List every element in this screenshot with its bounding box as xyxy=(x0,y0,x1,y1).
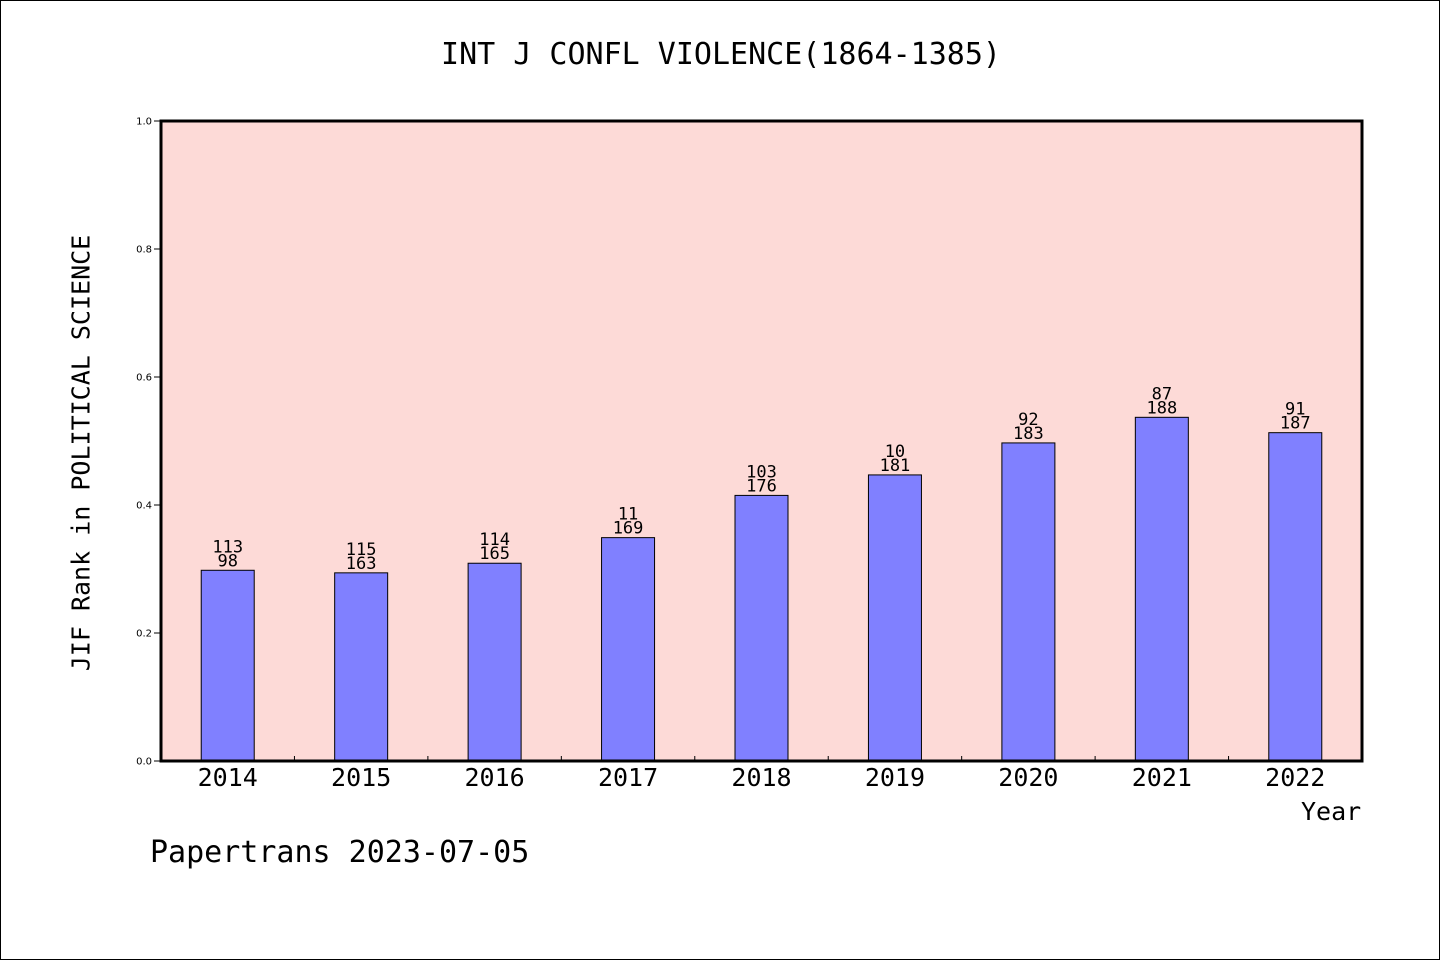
bar-2021 xyxy=(1134,416,1189,762)
rank-label-2018: 103 xyxy=(746,462,777,482)
x-tick-label-2018: 2018 xyxy=(731,763,791,792)
rank-label-2014: 113 xyxy=(212,537,243,557)
rank-label-2015: 115 xyxy=(346,540,377,560)
bar-2015 xyxy=(334,572,389,762)
total-label-2017: 169 xyxy=(613,519,644,539)
y-tick-label: 0.0 xyxy=(136,757,152,768)
total-label-2020: 183 xyxy=(1013,424,1044,444)
total-label-2016: 165 xyxy=(479,544,510,564)
x-tick-label-2017: 2017 xyxy=(598,763,658,792)
x-tick-label-2015: 2015 xyxy=(331,763,391,792)
bar-2022 xyxy=(1268,432,1323,762)
rank-label-2022: 91 xyxy=(1285,400,1305,420)
rank-label-2017: 11 xyxy=(618,505,638,525)
total-label-2019: 181 xyxy=(880,456,911,476)
footer-note: Papertrans 2023-07-05 xyxy=(150,835,530,870)
total-label-2022: 187 xyxy=(1280,414,1311,434)
x-tick-label-2016: 2016 xyxy=(465,763,525,792)
bar-2017 xyxy=(601,537,656,762)
y-tick-label: 0.4 xyxy=(136,501,152,512)
x-tick-label-2014: 2014 xyxy=(198,763,258,792)
total-label-2014: 98 xyxy=(217,551,237,571)
x-tick-label-2019: 2019 xyxy=(865,763,925,792)
plot-frame xyxy=(159,119,1364,763)
total-label-2015: 163 xyxy=(346,554,377,574)
x-tick-label-2021: 2021 xyxy=(1132,763,1192,792)
y-tick-label: 0.8 xyxy=(136,245,152,256)
y-tick-label: 0.6 xyxy=(136,373,152,384)
chart-title: INT J CONFL VIOLENCE(1864-1385) xyxy=(441,37,1001,72)
x-tick-label-2020: 2020 xyxy=(998,763,1058,792)
bar-2016 xyxy=(467,562,522,762)
y-axis-label: JIF Rank in POLITICAL SCIENCE xyxy=(66,234,96,672)
total-label-2021: 188 xyxy=(1146,398,1177,418)
bar-2018 xyxy=(734,494,789,762)
y-tick-label: 0.2 xyxy=(136,629,152,640)
bar-2014 xyxy=(200,569,255,762)
rank-label-2019: 10 xyxy=(885,442,905,462)
x-axis-label: Year xyxy=(1301,797,1362,826)
x-tick-label-2022: 2022 xyxy=(1265,763,1325,792)
total-label-2018: 176 xyxy=(746,476,777,496)
rank-label-2016: 114 xyxy=(479,530,510,550)
bar-2020 xyxy=(1001,442,1056,762)
bar-2019 xyxy=(867,474,922,762)
y-tick-label: 1.0 xyxy=(136,117,152,128)
rank-label-2021: 87 xyxy=(1152,384,1172,404)
rank-label-2020: 92 xyxy=(1018,410,1038,430)
